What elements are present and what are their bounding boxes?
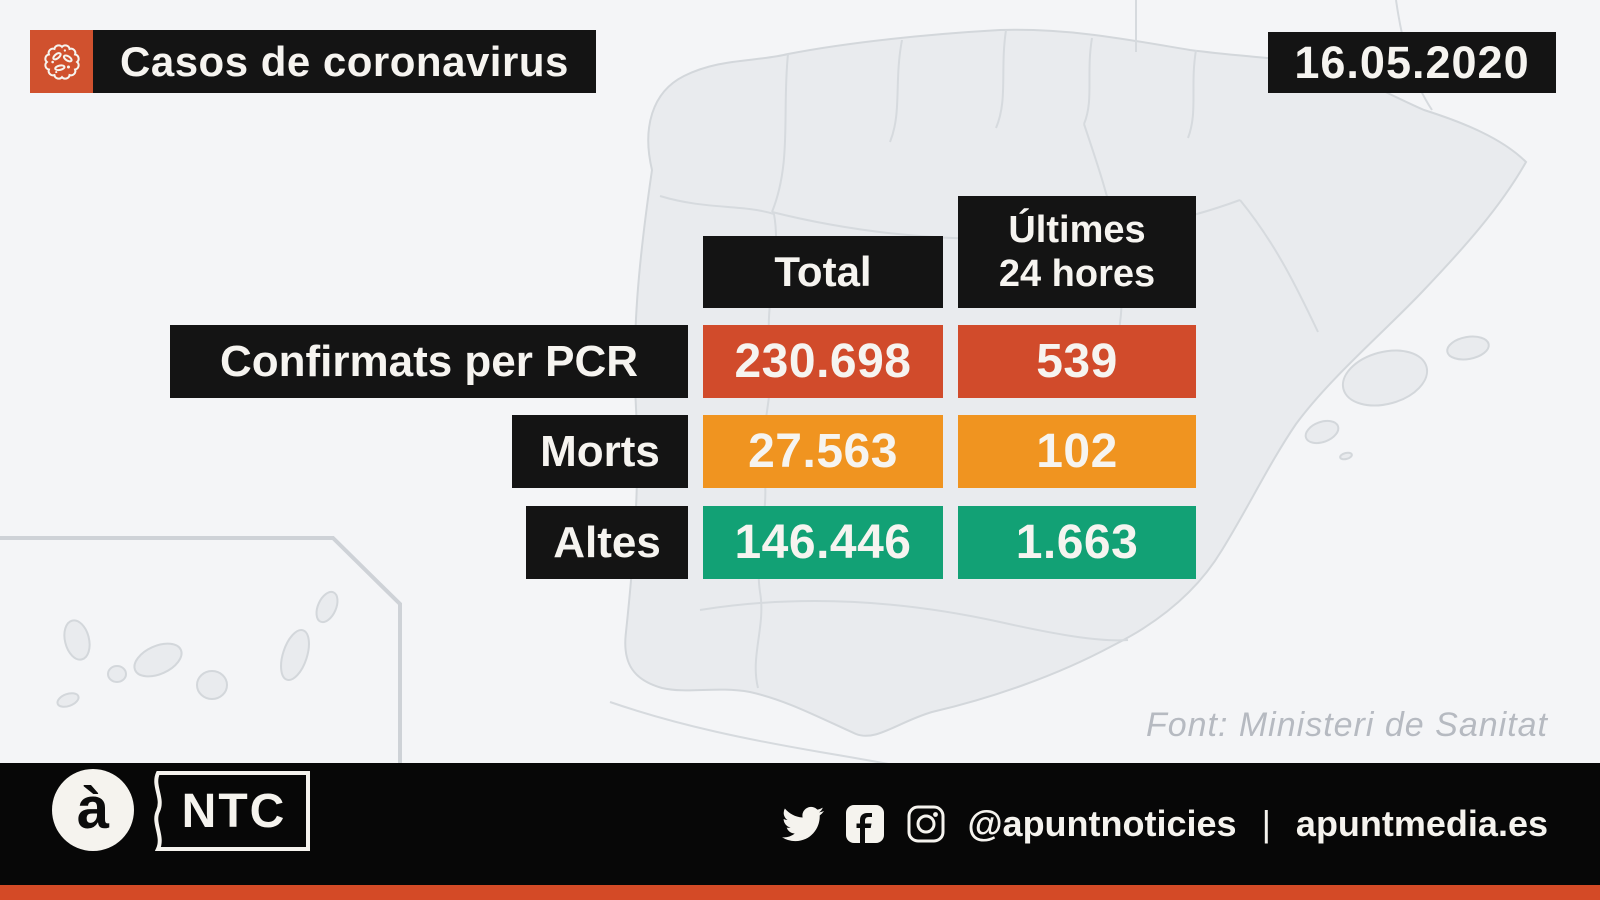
twitter-icon [782, 806, 825, 842]
accent-stripe [0, 885, 1600, 900]
region-border [1239, 199, 1319, 333]
cell-confirmed-last24h: 539 [958, 325, 1196, 398]
canary-islands [56, 590, 339, 708]
title-lockup: Casos de coronavirus [30, 30, 596, 93]
region-border [771, 53, 789, 213]
column-header-last24h: Últimes 24 hores [958, 196, 1196, 308]
cell-deaths-total: 27.563 [703, 415, 943, 488]
row-label-deaths: Morts [512, 415, 688, 488]
facebook-icon [846, 805, 885, 843]
separator: | [1261, 803, 1271, 844]
social-handle: @apuntnoticies [967, 803, 1237, 844]
balearic-islands [1304, 335, 1490, 461]
cell-deaths-last24h: 102 [958, 415, 1196, 488]
canary-inset-border [0, 536, 402, 763]
region-border [995, 29, 1007, 129]
source-note: Font: Ministeri de Sanitat [1145, 706, 1548, 744]
region-border [889, 39, 903, 143]
region-border [699, 599, 1129, 642]
region-border [1187, 49, 1197, 139]
column-header-total: Total [703, 236, 943, 308]
social-block: @apuntnoticies | apuntmedia.es [782, 763, 1548, 885]
header-24h-line1: Últimes [1008, 208, 1146, 251]
cell-confirmed-total: 230.698 [703, 325, 943, 398]
instagram-icon [907, 805, 945, 843]
virus-icon [30, 30, 93, 93]
row-label-recovered: Altes [526, 506, 688, 579]
apunt-logo: à [52, 769, 134, 851]
ntc-logo-text: NTC [182, 785, 287, 838]
row-label-confirmed: Confirmats per PCR [170, 325, 688, 398]
cell-recovered-total: 146.446 [703, 506, 943, 579]
page-title: Casos de coronavirus [93, 30, 596, 93]
portugal-border [659, 195, 778, 689]
header-24h-line2: 24 hores [998, 253, 1156, 295]
ntc-logo: NTC [154, 771, 310, 851]
region-border [1083, 37, 1093, 125]
cell-recovered-last24h: 1.663 [958, 506, 1196, 579]
website-url: apuntmedia.es [1295, 803, 1548, 844]
date-badge: 16.05.2020 [1268, 32, 1556, 93]
